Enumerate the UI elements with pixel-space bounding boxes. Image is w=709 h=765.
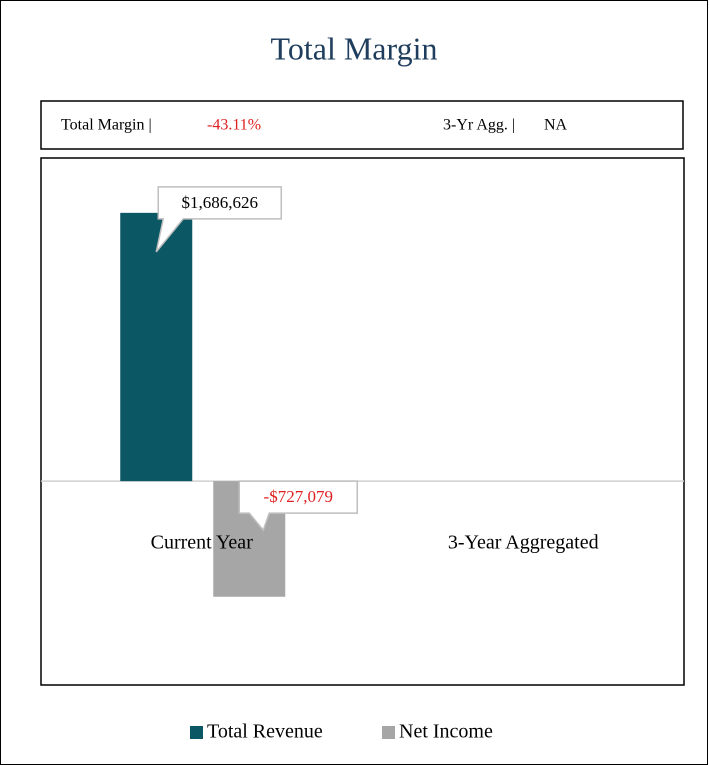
legend-swatch xyxy=(382,726,395,739)
x-tick-label: 3-Year Aggregated xyxy=(448,532,599,554)
data-label: -$727,079 xyxy=(264,487,333,506)
plot-box xyxy=(40,157,685,686)
legend-label: Net Income xyxy=(399,721,493,743)
callout xyxy=(238,480,358,532)
x-tick-label: Current Year xyxy=(151,532,254,554)
chart-title: Total Margin xyxy=(271,30,438,66)
summary-label: Total Margin | xyxy=(61,117,152,134)
legend-swatch xyxy=(190,726,203,739)
summary-agg-value: NA xyxy=(544,117,568,134)
legend-label: Total Revenue xyxy=(207,721,323,743)
summary-agg-label: 3-Yr Agg. | xyxy=(443,117,515,134)
data-label: $1,686,626 xyxy=(182,193,259,212)
callout xyxy=(155,186,282,253)
summary-value: -43.11% xyxy=(207,117,261,134)
summary-box xyxy=(40,100,684,150)
bar xyxy=(120,212,193,482)
